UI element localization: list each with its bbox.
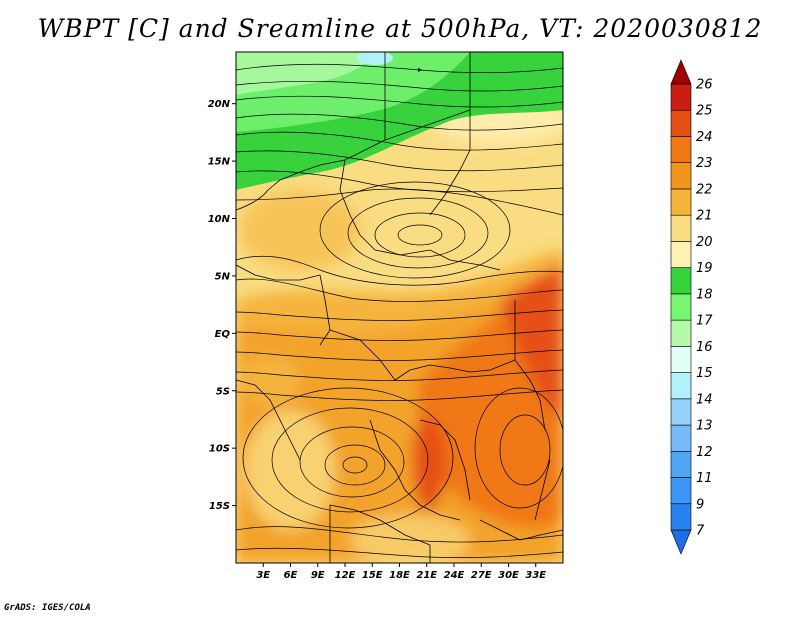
colorbar-segment [670,162,692,190]
lon-label: 6E [284,570,298,581]
colorbar-segment [670,346,692,373]
colorbar-label: 9 [696,497,704,512]
lat-label: 10S [209,444,230,455]
colorbar-label: 11 [696,471,713,486]
colorbar-label: 26 [696,78,713,93]
colorbar-segment [670,188,692,216]
country-borders [236,52,563,563]
colorbar-segment [670,136,692,164]
map-panel [236,52,563,563]
longitude-axis: 3E 6E 9E 12E 15E 18E 21E 24E 27E 30E 33E [256,563,546,581]
colorbar-segment [670,503,692,531]
lat-label: 5S [216,386,230,397]
lat-label: 15N [208,157,231,168]
colorbar-label: 21 [696,209,713,224]
colorbar-label: 19 [696,261,713,276]
colorbar-label: 12 [696,445,713,460]
colorbar-label: 14 [696,392,713,407]
lat-label: 20N [208,99,231,110]
colorbar-label: 17 [696,314,713,329]
lon-label: 30E [498,570,519,581]
colorbar-label: 13 [696,419,713,434]
colorbar-segment [670,529,692,555]
colorbar-segment [670,83,692,111]
lat-label: 15S [209,501,230,512]
colorbar-segment [670,424,692,452]
colorbar-label: 15 [696,366,713,381]
lon-label: 21E [416,570,437,581]
lon-label: 27E [471,570,492,581]
lat-label: EQ [215,329,231,340]
colorbar-label: 20 [696,235,713,250]
colorbar: 7 9 11 12 13 14 15 16 17 18 19 20 21 22 23 24 25 26 [670,59,713,555]
lon-label: 15E [362,570,383,581]
colorbar-segment [670,241,692,268]
colorbar-label: 16 [696,340,713,355]
lat-label: 5N [215,271,231,282]
lat-label: 10N [208,214,231,225]
colorbar-label: 7 [696,524,705,539]
colorbar-segment [670,214,692,242]
colorbar-segment [670,59,692,85]
lon-label: 12E [335,570,356,581]
colorbar-segment [670,293,692,321]
colorbar-segment [670,267,692,295]
lon-label: 18E [389,570,410,581]
streamlines [236,63,563,559]
colorbar-label: 25 [696,104,713,119]
colorbar-label: 18 [696,287,713,302]
colorbar-segment [670,398,692,426]
colorbar-label: 24 [696,130,713,145]
colorbar-segment [670,450,692,478]
latitude-axis: 20N 15N 10N 5N EQ 5S 10S 15S [208,99,236,512]
colorbar-segment [670,477,692,505]
colorbar-segment [670,319,692,347]
colorbar-segment [670,372,692,400]
lon-label: 3E [256,570,270,581]
temperature-field [236,52,563,563]
chart-title: WBPT [C] and Sreamline at 500hPa, VT: 20… [37,14,763,43]
colorbar-label: 23 [696,156,713,171]
colorbar-label: 22 [696,182,713,197]
credit-text: GrADS: IGES/COLA [4,603,91,613]
lon-label: 9E [311,570,325,581]
colorbar-segment [670,109,692,137]
lon-label: 24E [444,570,465,581]
lon-label: 33E [525,570,546,581]
